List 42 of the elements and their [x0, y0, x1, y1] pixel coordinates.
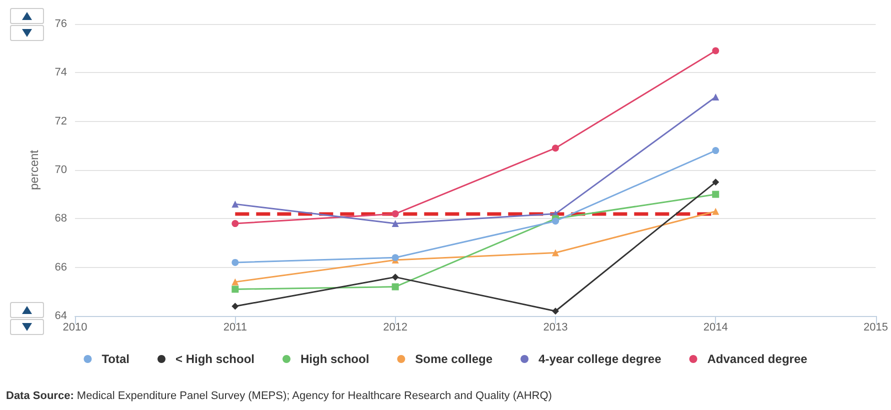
x-tick-label: 2011: [223, 322, 247, 334]
legend-label: Advanced degree: [707, 352, 808, 366]
point: [232, 278, 239, 286]
point: [232, 302, 239, 310]
point: [552, 308, 559, 315]
y-tick-label: 76: [54, 18, 67, 30]
legend-label: Total: [102, 352, 130, 366]
y-tick-label: 64: [54, 310, 67, 322]
point: [392, 254, 399, 262]
y-tick-label: 66: [54, 261, 67, 274]
point: [712, 47, 720, 54]
x-tick-label: 2012: [383, 322, 408, 334]
point: [392, 274, 399, 281]
y-tick-label: 74: [54, 66, 67, 79]
point: [392, 210, 399, 218]
x-tick-label: 2010: [62, 322, 88, 334]
legend-label: Some college: [415, 352, 493, 366]
source-note: Data Source: Medical Expenditure Panel Survey (MEPS); Agency for Healthcare Research and Quality (AHRQ): [6, 390, 552, 402]
point: [712, 147, 720, 154]
x-tick-label: 2015: [864, 322, 888, 334]
y-tick-label: 70: [54, 164, 67, 176]
legend-label: 4-year college degree: [538, 352, 662, 366]
point: [232, 220, 239, 228]
point: [552, 249, 559, 256]
y-tick-label: 72: [54, 115, 67, 128]
point: [712, 178, 720, 186]
y-axis-title: percent: [27, 149, 41, 190]
legend-label: High school: [300, 352, 370, 366]
point: [392, 283, 399, 290]
point: [232, 286, 239, 293]
point: [712, 190, 720, 198]
point: [552, 144, 559, 152]
y-tick-label: 68: [54, 212, 67, 225]
point: [712, 208, 720, 215]
point: [232, 258, 239, 266]
point: [232, 200, 239, 208]
x-tick-label: 2013: [543, 322, 568, 334]
legend-label: < High school: [175, 352, 254, 366]
x-tick-label: 2014: [703, 322, 728, 334]
point: [392, 220, 399, 228]
point: [552, 218, 559, 225]
point: [712, 94, 720, 100]
